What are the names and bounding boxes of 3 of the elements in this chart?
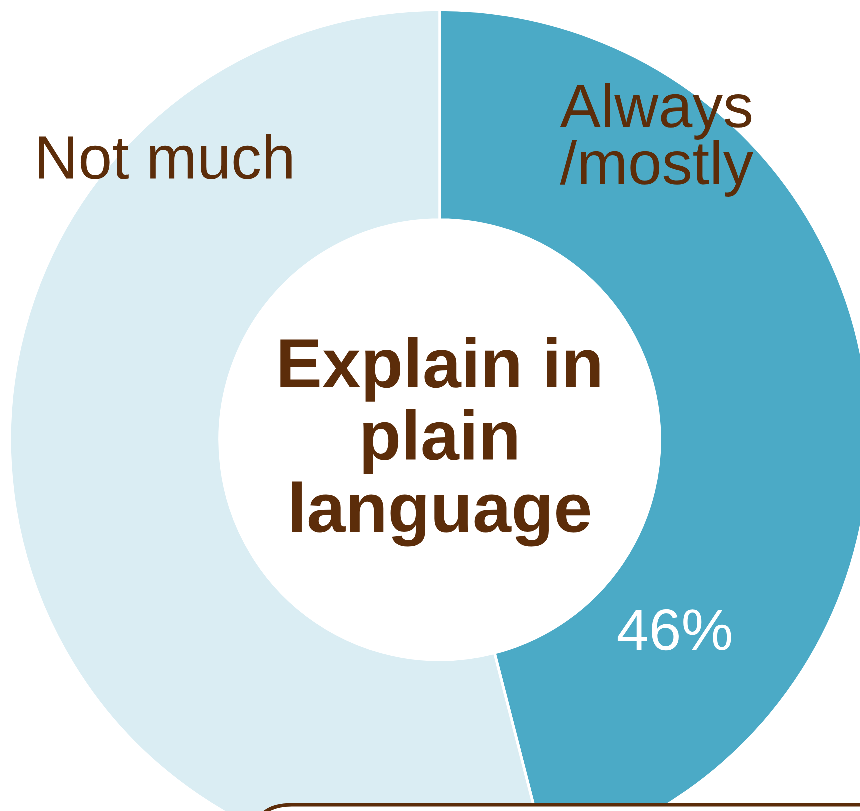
text: Explain in plain language (280, 337, 600, 547)
slice-label: Not much (39, 134, 292, 180)
data-label: 46% (618, 609, 732, 651)
